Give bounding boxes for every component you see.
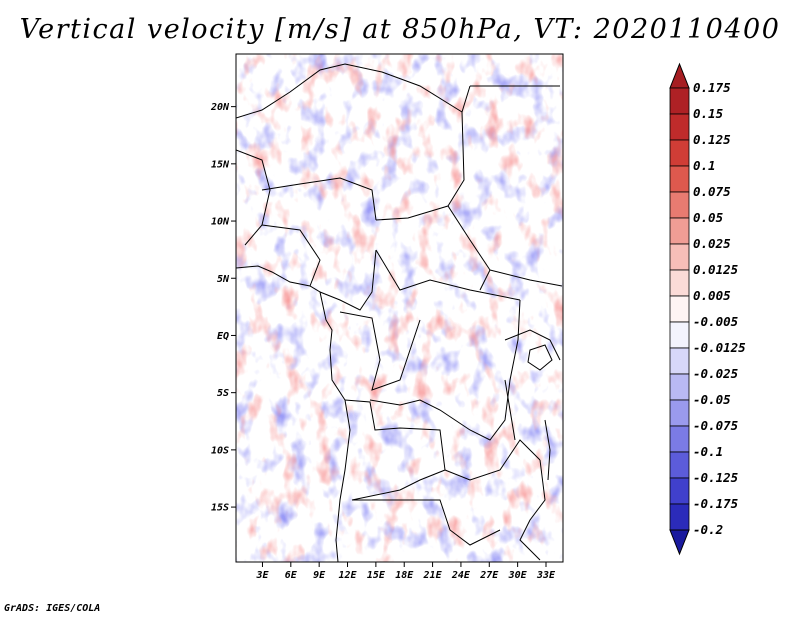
colorbar-swatch xyxy=(669,269,690,297)
colorbar-label: -0.125 xyxy=(693,470,739,485)
colorbar-label: 0.0125 xyxy=(693,262,739,277)
lon-label: 21E xyxy=(423,570,443,581)
colorbar-label: -0.075 xyxy=(693,418,739,433)
colorbar-label: -0.175 xyxy=(693,496,739,511)
lake-victoria xyxy=(527,344,553,371)
border-mali-niger xyxy=(236,63,465,207)
border-angola xyxy=(344,399,446,501)
border-tanzania xyxy=(504,329,561,361)
lon-label: 30E xyxy=(508,570,528,581)
colorbar-swatch xyxy=(669,425,690,453)
colorbar-swatch xyxy=(669,87,690,115)
border-chad xyxy=(375,205,491,291)
plot-title: Vertical velocity [m/s] at 850hPa, VT: 2… xyxy=(19,14,781,45)
lat-label: 15N xyxy=(211,159,230,170)
lon-label: 3E xyxy=(255,570,269,581)
colorbar-label: -0.05 xyxy=(693,392,731,407)
colorbar-label: -0.005 xyxy=(693,314,739,329)
lat-label: 10N xyxy=(211,217,230,228)
border-congo xyxy=(339,311,421,391)
colorbar: 0.175 0.15 0.125 0.1 0.075 0.05 0.025 0.0125 0.0… xyxy=(669,62,746,556)
colorbar-label: 0.005 xyxy=(693,288,731,303)
colorbar-swatch xyxy=(669,139,690,167)
colorbar-top-arrow xyxy=(669,62,690,89)
colorbar-label: -0.0125 xyxy=(693,340,746,355)
colorbar-label: 0.175 xyxy=(693,80,731,95)
longitude-axis: 3E 6E 9E 12E 15E 18E 21E 24E 27E 30E 33E xyxy=(255,562,556,581)
colorbar-swatch xyxy=(669,295,690,323)
border-cameroon xyxy=(319,249,377,311)
border-zambia xyxy=(444,439,541,481)
lon-label: 33E xyxy=(536,570,556,581)
lat-label: 5S xyxy=(217,388,229,399)
colorbar-swatch xyxy=(669,217,690,245)
border-car xyxy=(375,249,521,301)
lon-label: 6E xyxy=(285,570,298,581)
colorbar-swatch xyxy=(669,451,690,479)
colorbar-label: 0.1 xyxy=(693,158,716,173)
latitude-axis: 20N 15N 10N 5N EQ 5S 10S 15S xyxy=(210,102,236,514)
lon-label: 15E xyxy=(367,570,386,581)
colorbar-swatch xyxy=(669,399,690,427)
colorbar-label: -0.2 xyxy=(693,522,723,537)
lat-label: 10S xyxy=(211,445,229,456)
lake-tanganyika xyxy=(504,379,516,441)
colorbar-swatch xyxy=(669,347,690,375)
colorbar-label: -0.1 xyxy=(693,444,723,459)
lon-label: 9E xyxy=(313,570,326,581)
colorbar-swatch xyxy=(669,503,690,531)
colorbar-label: 0.05 xyxy=(693,210,724,225)
lat-label: 20N xyxy=(210,102,230,113)
colorbar-bottom-arrow xyxy=(669,529,690,556)
colorbar-label: 0.075 xyxy=(693,184,731,199)
country-borders xyxy=(236,63,563,562)
colorbar-swatch xyxy=(669,477,690,505)
lat-label: 5N xyxy=(217,274,230,285)
border-niger-nigeria xyxy=(261,177,377,221)
colorbar-label: -0.025 xyxy=(693,366,739,381)
colorbar-swatch xyxy=(669,243,690,271)
lat-label: 15S xyxy=(211,503,229,514)
lon-label: 27E xyxy=(479,570,499,581)
lat-label: EQ xyxy=(217,331,229,342)
border-mozambique xyxy=(519,459,546,561)
vertical-velocity-field xyxy=(236,54,563,562)
border-sudan xyxy=(461,85,563,287)
colorbar-swatch xyxy=(669,165,690,193)
colorbar-swatch xyxy=(669,321,690,349)
lon-label: 12E xyxy=(338,570,357,581)
colorbar-swatch xyxy=(669,373,690,401)
colorbar-swatch xyxy=(669,113,690,141)
map-frame xyxy=(235,53,564,563)
border-namibia xyxy=(352,499,501,546)
lon-label: 18E xyxy=(395,570,414,581)
lon-label: 24E xyxy=(451,570,471,581)
lake-malawi xyxy=(544,419,551,481)
colorbar-swatch xyxy=(669,191,690,219)
colorbar-label: 0.15 xyxy=(693,106,724,121)
coastline-west xyxy=(236,265,351,562)
border-west-1 xyxy=(236,149,271,246)
colorbar-label: 0.025 xyxy=(693,236,731,251)
grads-credit: GrADS: IGES/COLA xyxy=(4,603,101,614)
colorbar-label: 0.125 xyxy=(693,132,731,147)
border-drc-east xyxy=(369,299,521,441)
border-west-2 xyxy=(261,224,321,287)
